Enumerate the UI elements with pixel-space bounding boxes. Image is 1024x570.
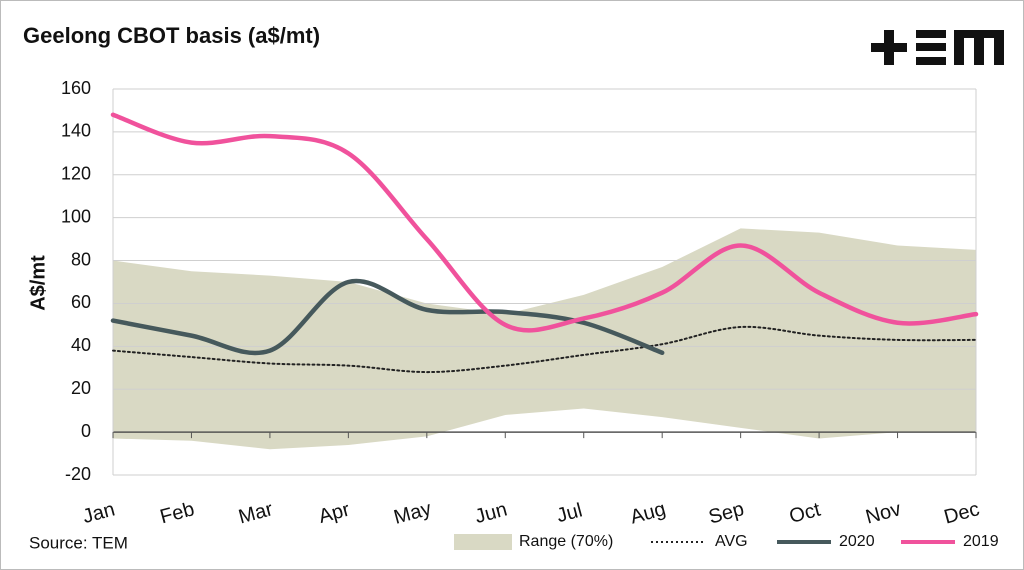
x-tick-label: Sep [706, 498, 746, 528]
x-tick-label: Jun [473, 499, 510, 529]
x-tick-label: Mar [236, 498, 275, 528]
legend-label: 2019 [963, 533, 999, 550]
y-tick-label: -20 [65, 464, 91, 484]
range-area [113, 228, 976, 450]
x-tick-label: Dec [942, 498, 982, 528]
x-tick-label: Nov [863, 498, 903, 528]
x-tick-label: Oct [787, 499, 823, 528]
legend-label: 2020 [839, 533, 875, 550]
y-tick-label: 100 [61, 206, 91, 226]
legend-label: Range (70%) [519, 533, 613, 550]
x-tick-label: Jul [554, 499, 584, 527]
series-line [112, 325, 977, 374]
series-line [110, 112, 979, 333]
y-tick-label: 20 [71, 378, 91, 398]
x-tick-label: Aug [628, 498, 668, 528]
x-tick-label: Feb [158, 498, 197, 528]
x-tick-label: May [392, 498, 434, 529]
x-tick-label: Jan [80, 499, 117, 529]
legend-swatch [454, 534, 512, 550]
y-tick-label: 0 [81, 421, 91, 441]
y-tick-label: 120 [61, 164, 91, 184]
logo [871, 30, 1004, 65]
chart-title: Geelong CBOT basis (a$/mt) [23, 23, 320, 48]
y-tick-label: 140 [61, 121, 91, 141]
y-tick-label: 60 [71, 292, 91, 312]
y-axis-label: A$/mt [27, 255, 49, 311]
source: Source: TEM [29, 533, 128, 552]
x-tick-label: Apr [316, 499, 352, 528]
y-tick-label: 160 [61, 78, 91, 98]
legend-label: AVG [715, 533, 748, 550]
y-tick-label: 80 [71, 249, 91, 269]
y-tick-label: 40 [71, 335, 91, 355]
